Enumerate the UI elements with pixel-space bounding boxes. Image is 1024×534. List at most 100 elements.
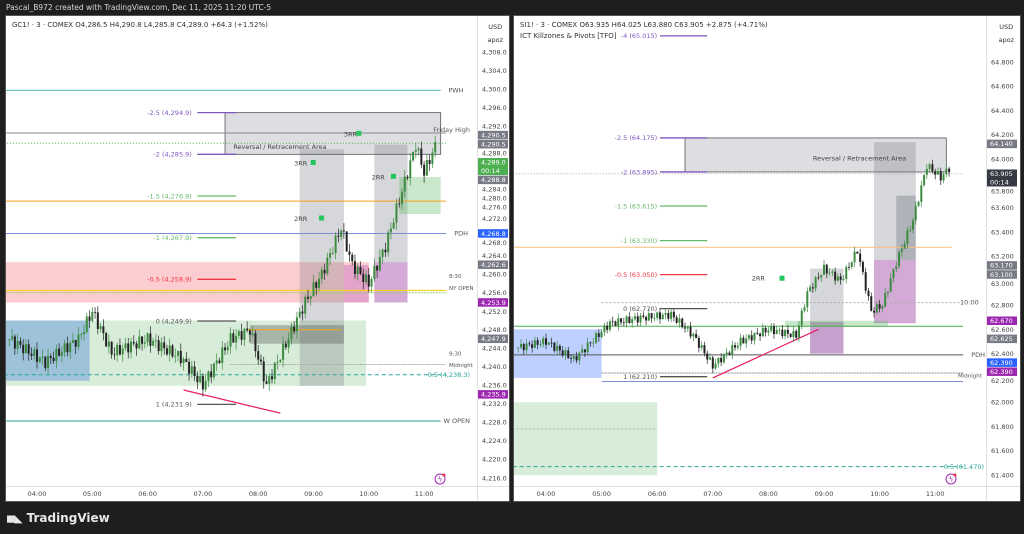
candle-body xyxy=(936,171,939,175)
price-axis-tick: 64.400 xyxy=(991,107,1014,115)
candle-body xyxy=(895,266,898,270)
candle-body xyxy=(692,333,695,337)
candle-body xyxy=(315,282,318,288)
candle-body xyxy=(861,261,864,273)
candle-body xyxy=(163,342,166,349)
candle-body xyxy=(878,304,881,309)
check-icon xyxy=(310,159,316,165)
currency-unit[interactable]: USD apoz xyxy=(488,21,504,47)
candle-body xyxy=(756,332,759,334)
candle-body xyxy=(259,359,262,362)
candle-body xyxy=(784,329,787,337)
price-axis-tick: 62.000 xyxy=(991,399,1014,407)
price-axis-tick: 4,292.0 xyxy=(482,122,507,130)
fib-level-label: -2.5 (64.175) xyxy=(615,134,658,142)
candle-body xyxy=(138,336,141,349)
candle-body xyxy=(864,272,867,291)
indicator-name[interactable]: ICT Killzones & Pivots [TFO] xyxy=(520,32,617,40)
candle-body xyxy=(586,342,589,353)
candle-body xyxy=(318,278,321,288)
price-axis-tick: 64.800 xyxy=(991,58,1014,66)
candle-body xyxy=(803,307,806,311)
candle-body xyxy=(91,311,94,321)
time-axis-tick: 10:00 xyxy=(870,490,889,498)
currency-label[interactable]: USD xyxy=(999,23,1014,31)
candle-body xyxy=(558,345,561,351)
rr-label: 2RR xyxy=(372,173,386,181)
candle-body xyxy=(592,342,595,344)
candle-body xyxy=(575,356,578,361)
candle-body xyxy=(27,344,30,354)
rr-label: 3RR xyxy=(344,130,358,138)
candle-body xyxy=(210,371,213,378)
time-axis-tick: 06:00 xyxy=(648,490,667,498)
candle-body xyxy=(856,251,859,254)
candle-body xyxy=(44,356,47,369)
candle-body xyxy=(282,343,285,360)
candle-body xyxy=(920,185,923,202)
tradingview-logo: ◼◣ TradingView xyxy=(6,511,110,525)
time-axis-tick: 08:00 xyxy=(759,490,778,498)
time-axis-tick: 06:00 xyxy=(138,490,157,498)
candle-body xyxy=(345,231,348,252)
candle-body xyxy=(639,315,642,323)
candle-body xyxy=(254,333,257,352)
midnight-label: Midnight xyxy=(449,363,474,369)
candle-body xyxy=(684,327,686,329)
price-tag-label: 4,268.8 xyxy=(481,230,506,238)
price-axis-tick: 4,308.0 xyxy=(482,48,507,56)
candle-body xyxy=(658,312,661,320)
fib-level-label: -1 (4,267.9) xyxy=(153,234,191,242)
candle-body xyxy=(268,376,271,384)
fib-level-label: -1 (63.330) xyxy=(621,237,657,245)
candle-body xyxy=(603,325,606,333)
candle-body xyxy=(60,352,63,356)
candle-body xyxy=(248,330,251,335)
candle-body xyxy=(88,316,91,321)
candle-body xyxy=(714,363,717,369)
candle-body xyxy=(160,342,163,352)
fib-level-label: -0.5 (63.050) xyxy=(615,271,658,279)
price-axis-tick: 4,232.0 xyxy=(482,400,507,408)
candle-body xyxy=(686,326,689,329)
candle-body xyxy=(578,352,581,361)
candle-body xyxy=(132,341,135,344)
countdown-label: 00:14 xyxy=(481,167,500,175)
time-axis-tick: 08:00 xyxy=(249,490,268,498)
candle-body xyxy=(157,340,160,352)
time-axis-tick: 09:00 xyxy=(815,490,834,498)
candle-body xyxy=(792,330,795,337)
unit-label[interactable]: apoz xyxy=(998,36,1015,44)
candle-body xyxy=(58,348,61,356)
candle-body xyxy=(761,327,764,337)
price-axis-tick: 4,272.0 xyxy=(482,215,507,223)
fib-level-label: 0 (4,249.9) xyxy=(156,317,192,325)
fib-level-label: -0.5 (4,258.9) xyxy=(147,276,192,284)
price-axis-tick: 61.400 xyxy=(991,471,1014,479)
currency-unit[interactable]: USD apoz xyxy=(999,21,1015,47)
candle-body xyxy=(645,316,648,321)
ny-open-label: NY OPEN xyxy=(449,286,473,292)
price-tag-label: 4,290.5 xyxy=(481,141,506,149)
price-axis-tick: 61.600 xyxy=(991,447,1014,455)
pdh-label: PDH xyxy=(971,351,985,359)
fib-half-label: 0.5 (4,238.3) xyxy=(428,371,470,379)
price-axis-tick: 64.600 xyxy=(991,83,1014,91)
candle-body xyxy=(367,274,370,287)
symbol-legend: GC1! · 3 · COMEX O4,286.5 H4,290.8 L4,28… xyxy=(12,20,268,31)
candle-body xyxy=(201,375,204,390)
price-axis-tick: 4,264.0 xyxy=(482,252,507,260)
candle-body xyxy=(30,353,33,356)
price-axis-tick: 4,288.0 xyxy=(482,150,507,158)
candle-body xyxy=(917,201,920,206)
unit-label[interactable]: apoz xyxy=(487,36,504,44)
time-axis-tick: 07:00 xyxy=(194,490,213,498)
price-tag xyxy=(478,175,508,185)
right-chart-panel[interactable]: SI1! · 3 · COMEX O63.935 H64.025 L63.880… xyxy=(513,15,1021,502)
midnight-label: Midnight xyxy=(958,373,983,379)
candle-body xyxy=(334,235,337,254)
countdown-label: 00:14 xyxy=(990,179,1009,187)
candle-body xyxy=(412,151,415,161)
currency-label[interactable]: USD xyxy=(488,23,503,31)
